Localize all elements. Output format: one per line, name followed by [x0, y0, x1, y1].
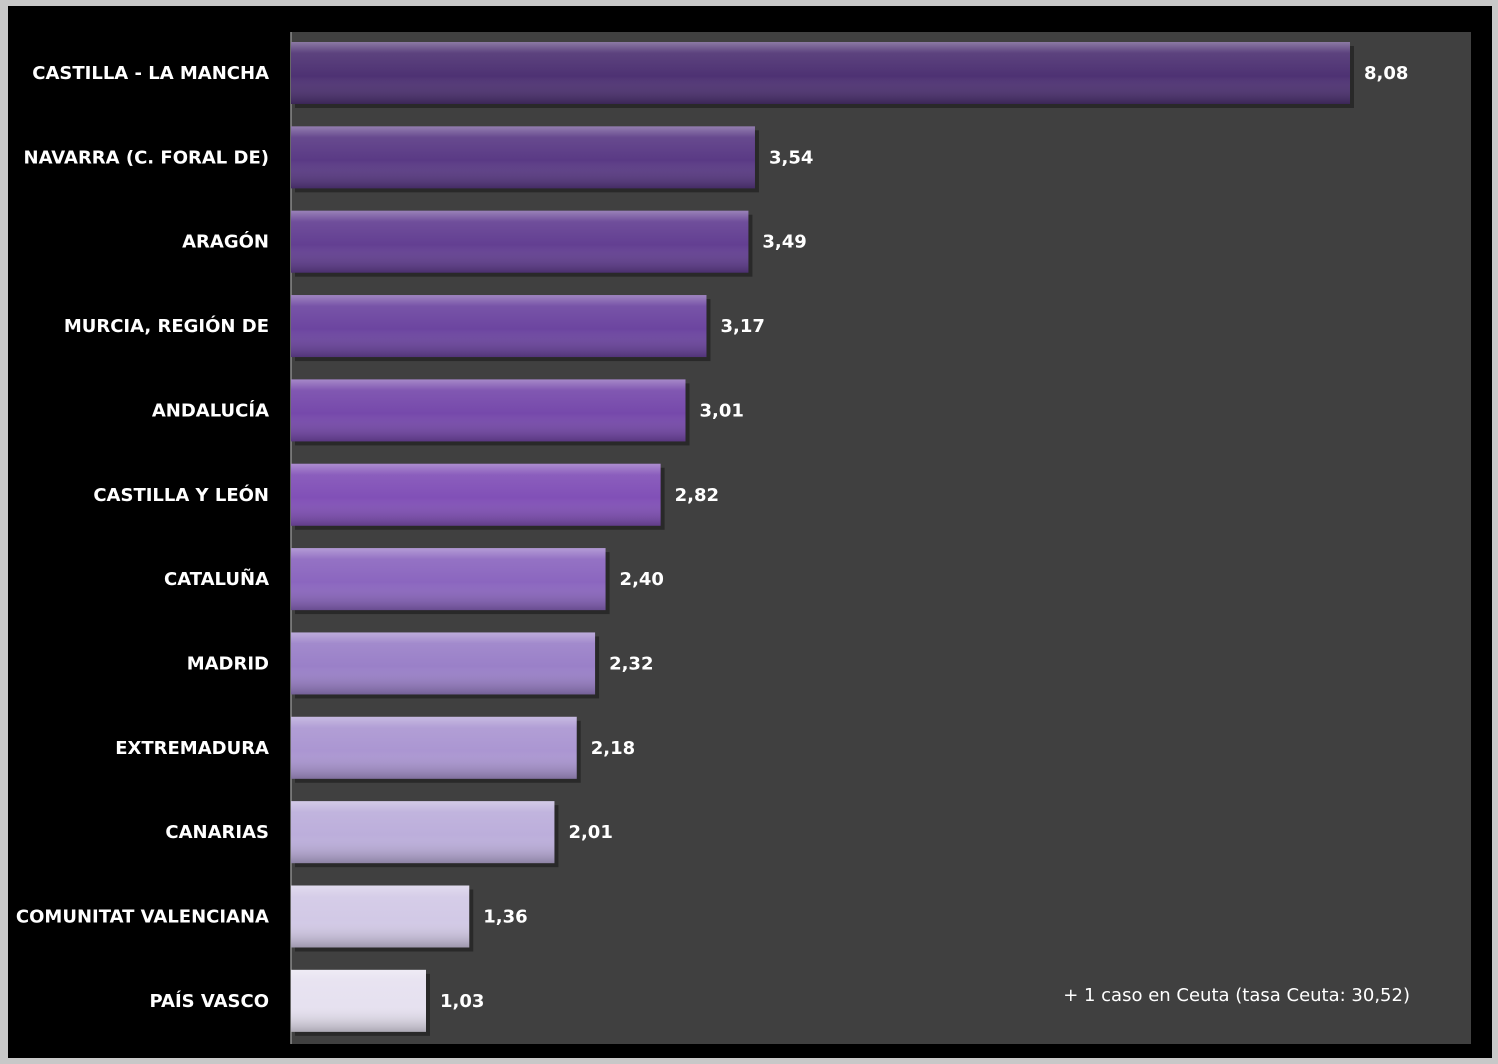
bar-gloss: [291, 548, 606, 611]
bar-group: PAÍS VASCO 1,03: [149, 969, 484, 1036]
bar-chart: CASTILLA - LA MANCHA 8,08 NAVARRA (C. FORA…: [16, 32, 1471, 1044]
bar-gloss: [291, 295, 707, 358]
category-label: CANARIAS: [165, 822, 269, 843]
bar-group: CANARIAS 2,01: [165, 801, 613, 868]
category-label: MADRID: [187, 653, 269, 674]
chart-frame: CASTILLA - LA MANCHA 8,08 NAVARRA (C. FORA…: [8, 6, 1492, 1058]
value-label: 1,36: [483, 907, 527, 928]
value-label: 3,49: [762, 232, 806, 253]
bars-layer: CASTILLA - LA MANCHA 8,08 NAVARRA (C. FORA…: [16, 42, 1408, 1036]
value-label: 3,17: [720, 316, 764, 337]
bar-gloss: [291, 885, 470, 948]
category-label: MURCIA, REGIÓN DE: [64, 315, 269, 337]
bar-group: NAVARRA (C. FORAL DE) 3,54: [24, 126, 813, 193]
bar-gloss: [291, 126, 755, 189]
bar-gloss: [291, 210, 749, 273]
category-label: COMUNITAT VALENCIANA: [16, 907, 269, 928]
bar-gloss: [291, 969, 426, 1032]
bar-gloss: [291, 42, 1350, 104]
bar-gloss: [291, 801, 555, 864]
category-label: NAVARRA (C. FORAL DE): [24, 147, 269, 168]
category-label: ARAGÓN: [182, 231, 269, 253]
bar-group: CASTILLA - LA MANCHA 8,08: [32, 42, 1408, 108]
ceuta-note: + 1 caso en Ceuta (tasa Ceuta: 30,52): [1063, 985, 1410, 1006]
bar-group: COMUNITAT VALENCIANA 1,36: [16, 885, 528, 952]
value-label: 2,01: [568, 822, 612, 843]
category-label: CASTILLA - LA MANCHA: [32, 63, 269, 84]
value-label: 3,01: [700, 400, 744, 421]
bar-group: CATALUÑA 2,40: [164, 548, 664, 615]
category-label: CASTILLA Y LEÓN: [93, 484, 269, 506]
bar-group: ANDALUCÍA 3,01: [152, 379, 744, 446]
bar-group: EXTREMADURA 2,18: [115, 716, 635, 783]
value-label: 2,40: [620, 569, 664, 590]
category-label: CATALUÑA: [164, 567, 269, 590]
bar-gloss: [291, 463, 661, 526]
value-label: 2,32: [609, 653, 653, 674]
value-label: 2,82: [675, 485, 719, 506]
category-label: EXTREMADURA: [115, 738, 269, 759]
bar-group: MADRID 2,32: [187, 632, 653, 699]
category-label: PAÍS VASCO: [149, 990, 269, 1012]
bar-gloss: [291, 379, 686, 442]
bar-group: MURCIA, REGIÓN DE 3,17: [64, 295, 765, 362]
bar-group: ARAGÓN 3,49: [182, 210, 807, 277]
value-label: 3,54: [769, 147, 813, 168]
plot-area: [291, 32, 1471, 1044]
bar-gloss: [291, 632, 596, 695]
category-label: ANDALUCÍA: [152, 399, 269, 421]
bar-gloss: [291, 716, 577, 779]
bar-group: CASTILLA Y LEÓN 2,82: [93, 463, 719, 530]
value-label: 1,03: [440, 991, 484, 1012]
value-label: 2,18: [591, 738, 635, 759]
value-label: 8,08: [1364, 63, 1408, 84]
